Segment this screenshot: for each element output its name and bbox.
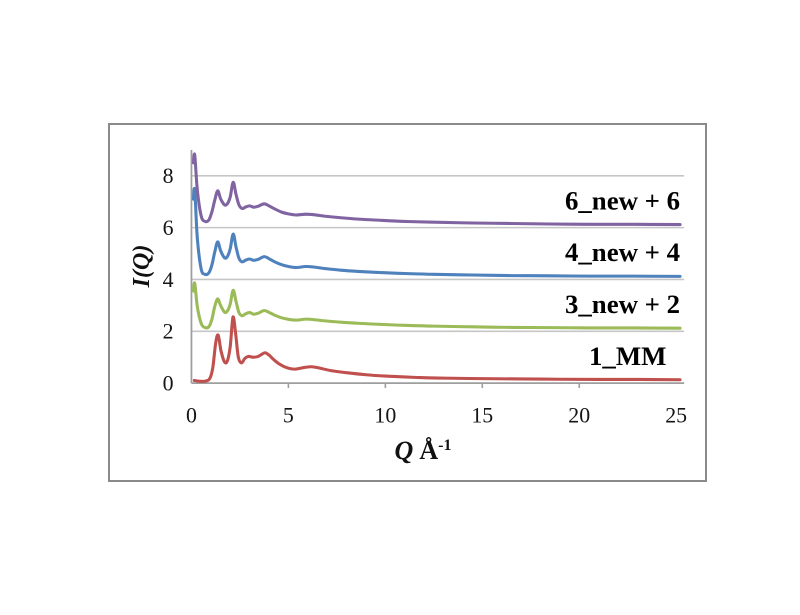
y-tick-label-2: 2: [163, 320, 174, 344]
series-label-2: 4_new + 4: [565, 237, 680, 267]
x-axis-exponent: -1: [438, 437, 452, 454]
x-tick-label-20: 20: [568, 404, 590, 428]
y-tick-label-6: 6: [163, 216, 174, 240]
x-tick-label-5: 5: [283, 404, 294, 428]
y-tick-label-4: 4: [163, 268, 174, 292]
y-tick-label-8: 8: [163, 164, 174, 188]
series-label-1: 3_new + 2: [565, 289, 680, 319]
series-label-0: 1_MM: [589, 341, 666, 371]
x-axis-title: Q Å-1: [343, 430, 503, 465]
x-tick-label-15: 15: [471, 404, 493, 428]
series-curve-2-4_new-4: [191, 187, 682, 278]
y-axis-title: I(Q): [129, 244, 155, 288]
x-axis-unit: Å: [419, 436, 439, 465]
chart-figure-box: 0 5 10 15 20 25 0 2 4 6 8 1_MM 3_new + 2 4_new + 4 6_n…: [108, 123, 707, 482]
series-curve-1-3_new-2: [191, 281, 682, 330]
x-tick-label-25: 25: [665, 404, 687, 428]
series-label-3: 6_new + 6: [565, 185, 680, 215]
x-axis-variable: Q: [394, 436, 414, 465]
series-curve-0-1_MM: [192, 315, 682, 383]
x-tick-label-0: 0: [186, 404, 197, 428]
x-tick-label-10: 10: [374, 404, 396, 428]
chart-plot-area: 0 5 10 15 20 25 0 2 4 6 8 1_MM 3_new + 2 4_new + 4 6_n…: [163, 149, 687, 428]
y-tick-label-0: 0: [163, 372, 174, 396]
series-curve-3-6_new-6: [191, 152, 682, 227]
